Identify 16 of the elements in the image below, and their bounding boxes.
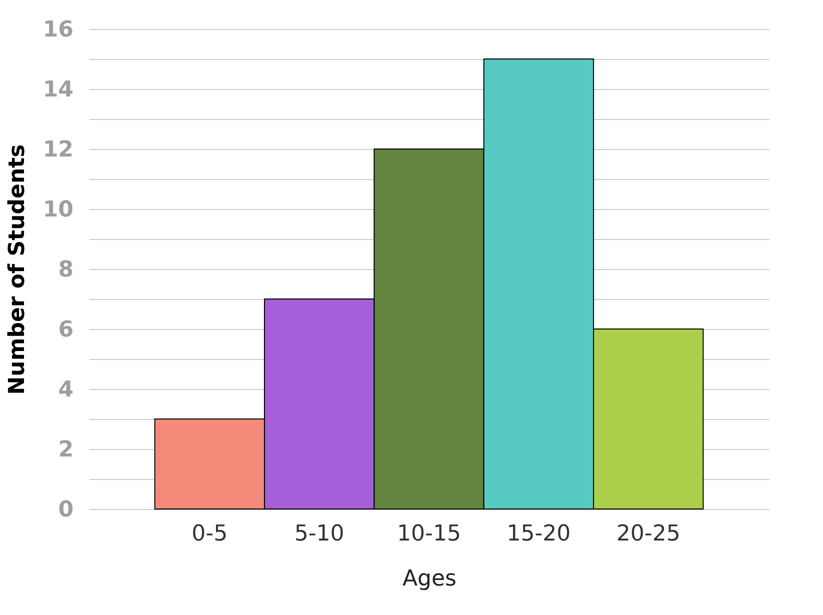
y-axis-title: Number of Students: [4, 144, 30, 395]
x-tick-label: 5-10: [294, 522, 344, 546]
x-axis-title: Ages: [402, 566, 457, 592]
x-tick-label: 20-25: [616, 522, 680, 546]
y-tick-label: 10: [42, 198, 74, 222]
x-tick-label: 10-15: [397, 522, 461, 546]
y-tick-label: 8: [58, 258, 74, 282]
y-tick-label: 16: [42, 18, 74, 42]
y-tick-label: 4: [58, 378, 74, 402]
y-tick-label: 12: [42, 138, 74, 162]
x-tick-label: 0-5: [192, 522, 228, 546]
y-tick-label: 14: [42, 78, 74, 102]
y-tick-label: 2: [58, 438, 74, 462]
y-tick-label: 6: [58, 318, 74, 342]
x-tick-label: 15-20: [506, 522, 571, 546]
y-tick-label: 0: [58, 498, 74, 522]
